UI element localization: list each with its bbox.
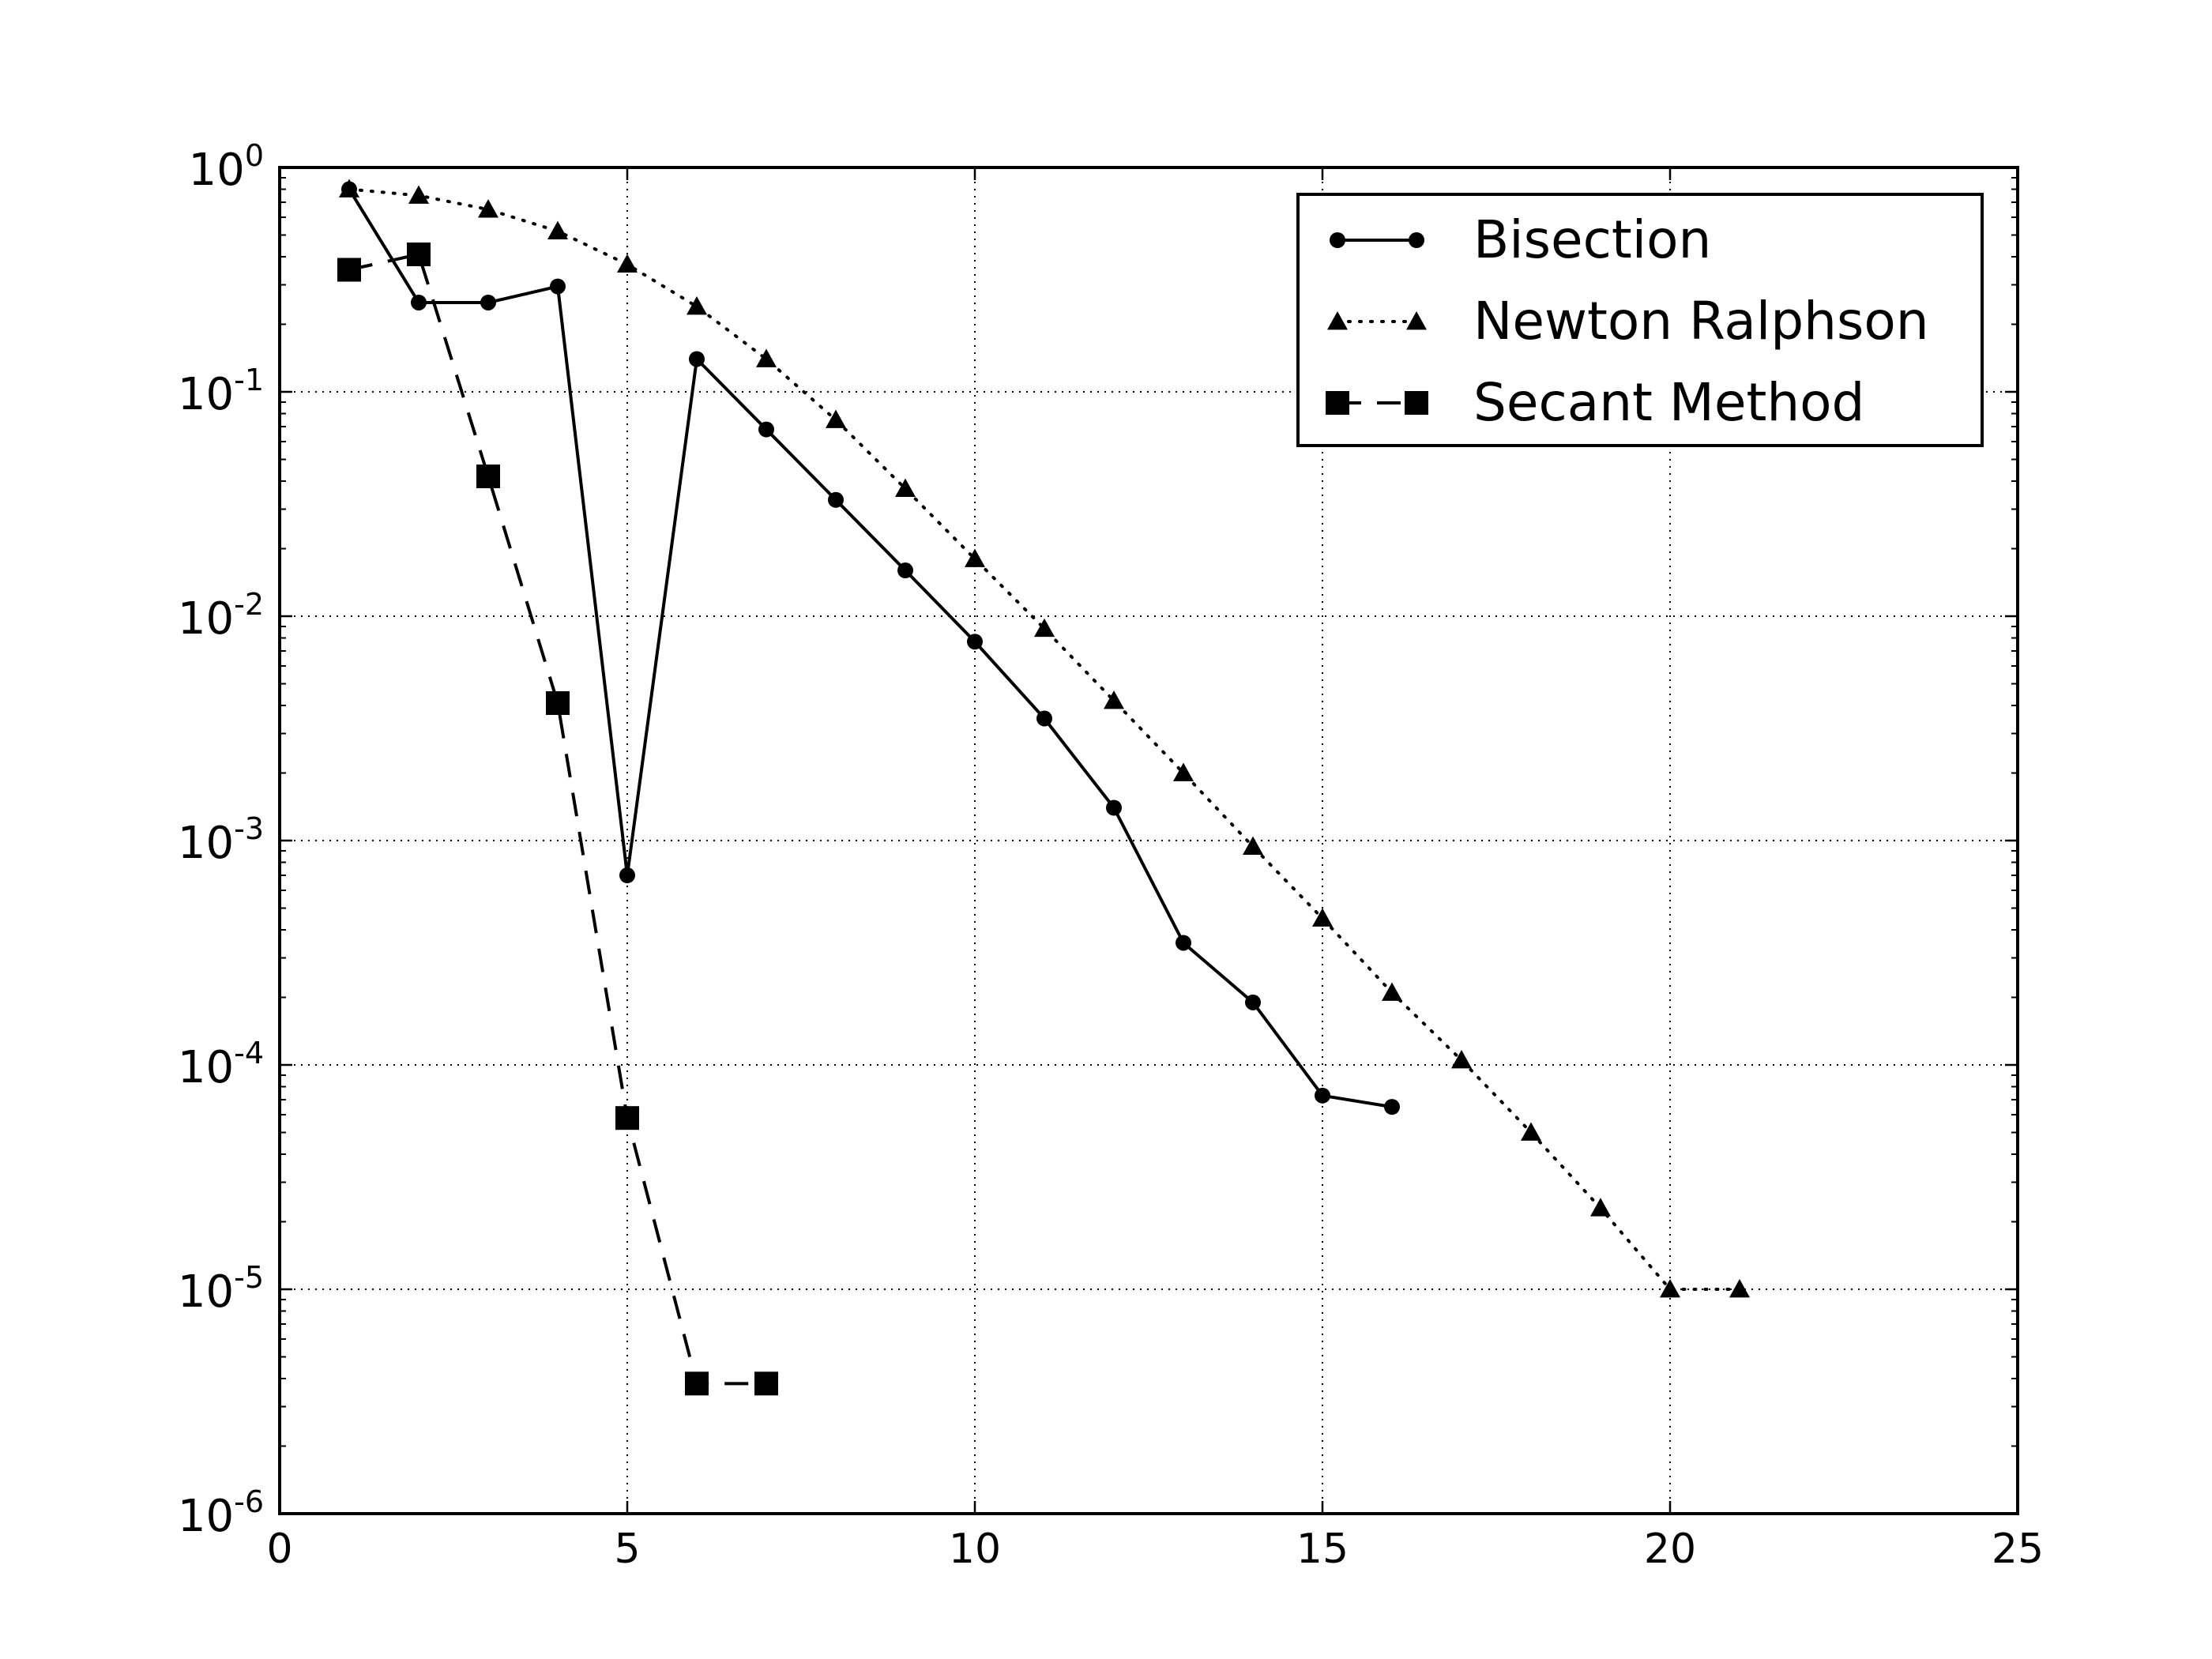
data-point-bisection <box>967 634 983 650</box>
data-point-bisection <box>1176 935 1191 951</box>
data-point-newton-ralphson <box>617 254 638 273</box>
data-point-newton-ralphson <box>1312 908 1333 927</box>
series-secant-method <box>337 242 778 1396</box>
data-point-newton-ralphson <box>1382 982 1402 1001</box>
data-point-bisection <box>758 421 774 438</box>
y-tick-label: 10-3 <box>178 811 264 869</box>
data-point-bisection <box>1106 799 1122 816</box>
data-point-bisection <box>689 351 705 367</box>
series-line-bisection <box>348 188 1393 1109</box>
legend-marker-secant-method <box>1405 391 1428 415</box>
data-point-bisection <box>411 294 427 310</box>
x-tick-label: 25 <box>1992 1525 2044 1573</box>
data-point-secant-method <box>476 464 500 488</box>
legend-label-bisection: Bisection <box>1473 209 1711 270</box>
x-tick-label: 0 <box>266 1525 292 1573</box>
data-point-secant-method <box>685 1371 709 1396</box>
x-tick-label: 15 <box>1296 1525 1349 1573</box>
series-bisection <box>341 181 1400 1115</box>
data-point-secant-method <box>337 258 361 282</box>
data-point-newton-ralphson <box>1590 1198 1611 1217</box>
data-point-bisection <box>1315 1087 1330 1104</box>
data-point-newton-ralphson <box>478 199 498 218</box>
legend-marker-newton-ralphson <box>1406 311 1427 330</box>
y-tick-label: 10-6 <box>178 1484 264 1542</box>
x-tick-label: 5 <box>614 1525 640 1573</box>
data-point-secant-method <box>754 1371 778 1396</box>
data-point-newton-ralphson <box>756 348 777 367</box>
plot-frame <box>278 166 2019 1515</box>
data-point-newton-ralphson <box>965 548 985 567</box>
series-newton-ralphson <box>339 179 1750 1298</box>
data-point-bisection <box>897 562 913 579</box>
data-point-newton-ralphson <box>547 220 568 240</box>
major-ticks <box>278 166 2019 1515</box>
series-layer <box>337 179 1750 1396</box>
y-tick-label: 10-5 <box>178 1260 264 1318</box>
data-point-newton-ralphson <box>1729 1279 1750 1298</box>
y-tick-label: 10-1 <box>178 363 264 420</box>
legend-entry-bisection: Bisection <box>1330 209 1711 270</box>
data-point-bisection <box>1036 710 1052 727</box>
data-point-secant-method <box>407 242 431 266</box>
data-point-newton-ralphson <box>408 185 429 204</box>
legend-marker-bisection <box>1409 232 1424 248</box>
data-point-newton-ralphson <box>1104 690 1124 709</box>
legend-marker-newton-ralphson <box>1327 311 1348 330</box>
y-tick-label: 10-2 <box>178 587 264 645</box>
data-point-bisection <box>828 491 844 508</box>
data-point-newton-ralphson <box>1451 1049 1472 1069</box>
legend-label-secant-method: Secant Method <box>1473 372 1864 433</box>
legend-entry-newton-ralphson: Newton Ralphson <box>1327 291 1929 352</box>
x-tick-label: 20 <box>1644 1525 1696 1573</box>
legend: Bisection Newton Ralphson Secant Method <box>1296 193 1984 447</box>
data-point-bisection <box>550 278 566 295</box>
y-tick-label: 10-4 <box>178 1036 264 1093</box>
data-point-secant-method <box>546 690 570 715</box>
data-point-newton-ralphson <box>1660 1279 1680 1298</box>
data-point-newton-ralphson <box>1243 836 1263 856</box>
data-point-bisection <box>480 294 496 310</box>
data-point-newton-ralphson <box>687 296 707 315</box>
x-tick-label: 10 <box>949 1525 1001 1573</box>
data-point-newton-ralphson <box>339 179 359 198</box>
legend-marker-secant-method <box>1326 391 1349 415</box>
data-point-bisection <box>1384 1099 1400 1115</box>
data-point-bisection <box>1245 994 1261 1010</box>
data-point-newton-ralphson <box>895 478 916 498</box>
legend-marker-bisection <box>1330 232 1345 248</box>
data-point-newton-ralphson <box>1521 1122 1541 1141</box>
data-point-newton-ralphson <box>826 409 846 428</box>
x-tick-labels: 0 5 10 15 20 25 <box>266 1525 2044 1573</box>
legend-entry-secant-method: Secant Method <box>1326 372 1864 433</box>
data-point-secant-method <box>615 1106 639 1130</box>
y-tick-labels: 100 10-1 10-2 10-3 10-4 10-5 10-6 <box>178 138 264 1542</box>
data-point-bisection <box>619 867 635 883</box>
data-point-newton-ralphson <box>1034 618 1055 638</box>
legend-label-newton-ralphson: Newton Ralphson <box>1473 291 1929 352</box>
grid <box>280 167 2018 1514</box>
y-tick-label: 100 <box>189 138 264 196</box>
data-point-newton-ralphson <box>1173 762 1194 781</box>
